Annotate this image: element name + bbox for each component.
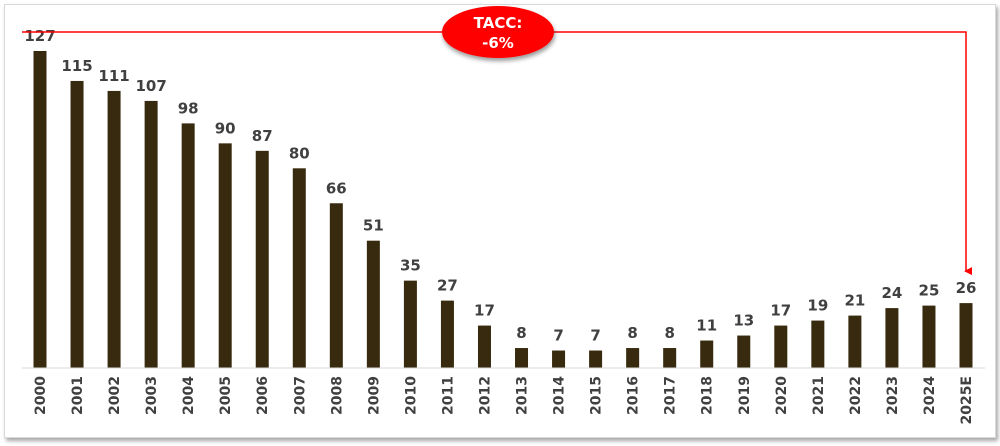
cagr-bubble <box>442 6 554 58</box>
x-tick-label-2007: 2007 <box>292 376 308 415</box>
bar-2007 <box>292 168 306 368</box>
value-label-2007: 80 <box>289 144 310 162</box>
value-label-2014: 7 <box>553 327 563 345</box>
x-tick-label-2002: 2002 <box>107 376 123 415</box>
x-tick-label-2022: 2022 <box>848 376 864 415</box>
cagr-label-line1: TACC: <box>474 14 523 32</box>
value-label-2023: 24 <box>881 284 902 302</box>
x-tick-label-2004: 2004 <box>181 376 197 415</box>
x-tick-label-2009: 2009 <box>366 376 382 415</box>
bar-2008 <box>329 203 343 368</box>
bar-2004 <box>181 123 195 368</box>
bar-2020 <box>774 325 788 368</box>
value-label-2010: 35 <box>400 257 421 275</box>
x-tick-label-2013: 2013 <box>515 376 531 415</box>
value-label-2025E: 26 <box>956 279 977 297</box>
value-label-2002: 111 <box>98 67 129 85</box>
bar-2024 <box>922 305 936 368</box>
value-label-2000: 127 <box>24 27 55 45</box>
value-label-2005: 90 <box>215 119 236 137</box>
x-tick-label-2006: 2006 <box>255 376 271 415</box>
value-label-2017: 8 <box>664 324 674 342</box>
bar-2009 <box>366 240 380 368</box>
bar-2000 <box>33 51 47 368</box>
x-tick-label-2020: 2020 <box>774 376 790 415</box>
x-tick-label-2025E: 2025E <box>959 376 975 425</box>
x-tick-label-2010: 2010 <box>403 376 419 415</box>
bar-2017 <box>663 348 677 368</box>
value-label-2024: 25 <box>919 282 940 300</box>
bar-2018 <box>700 340 714 368</box>
x-tick-label-2011: 2011 <box>440 376 456 415</box>
value-label-2015: 7 <box>590 327 600 345</box>
bar-2012 <box>477 325 491 368</box>
value-label-2004: 98 <box>178 99 199 117</box>
bar-2010 <box>403 280 417 368</box>
bar-2006 <box>255 150 269 368</box>
bar-2019 <box>737 335 751 368</box>
x-tick-label-2014: 2014 <box>552 376 568 415</box>
value-label-2008: 66 <box>326 179 347 197</box>
bar-2002 <box>107 90 121 368</box>
cagr-annotation: TACC: -6% <box>22 6 972 276</box>
bar-2022 <box>848 315 862 368</box>
value-label-2016: 8 <box>627 324 637 342</box>
x-tick-label-2017: 2017 <box>663 376 679 415</box>
value-label-2019: 13 <box>733 312 754 330</box>
bar-2025E <box>959 303 973 368</box>
x-tick-label-2001: 2001 <box>70 376 86 415</box>
x-tick-label-2018: 2018 <box>700 376 716 415</box>
value-label-2012: 17 <box>474 302 495 320</box>
value-label-2020: 17 <box>770 302 791 320</box>
x-tick-label-2021: 2021 <box>811 376 827 415</box>
x-tick-label-2015: 2015 <box>589 376 605 415</box>
x-tick-label-2012: 2012 <box>477 376 493 415</box>
bar-2011 <box>440 300 454 368</box>
bar-2005 <box>218 143 232 368</box>
value-label-2001: 115 <box>61 57 92 75</box>
value-label-2006: 87 <box>252 127 273 145</box>
bar-2014 <box>552 350 566 368</box>
bar-2023 <box>885 308 899 368</box>
bar-2001 <box>70 80 84 368</box>
value-label-2021: 19 <box>807 297 828 315</box>
value-label-2022: 21 <box>844 292 865 310</box>
x-tick-label-2019: 2019 <box>737 376 753 415</box>
chart-frame <box>4 4 996 438</box>
bar-2021 <box>811 320 825 368</box>
x-tick-label-2005: 2005 <box>218 376 234 415</box>
bar-2015 <box>589 350 603 368</box>
value-label-2003: 107 <box>135 77 166 95</box>
bar-2003 <box>144 100 158 368</box>
value-label-2011: 27 <box>437 277 458 295</box>
cagr-label-line2: -6% <box>482 34 514 52</box>
x-tick-label-2003: 2003 <box>144 376 160 415</box>
value-label-2018: 11 <box>696 317 717 335</box>
x-tick-label-2023: 2023 <box>885 376 901 415</box>
cagr-arrow <box>22 31 972 276</box>
bar-2013 <box>515 348 529 368</box>
value-label-2009: 51 <box>363 217 384 235</box>
value-label-2013: 8 <box>516 324 526 342</box>
x-tick-label-2008: 2008 <box>329 376 345 415</box>
x-tick-label-2016: 2016 <box>626 376 642 415</box>
x-tick-label-2024: 2024 <box>922 376 938 415</box>
x-tick-label-2000: 2000 <box>33 376 49 415</box>
bar-2016 <box>626 348 640 368</box>
